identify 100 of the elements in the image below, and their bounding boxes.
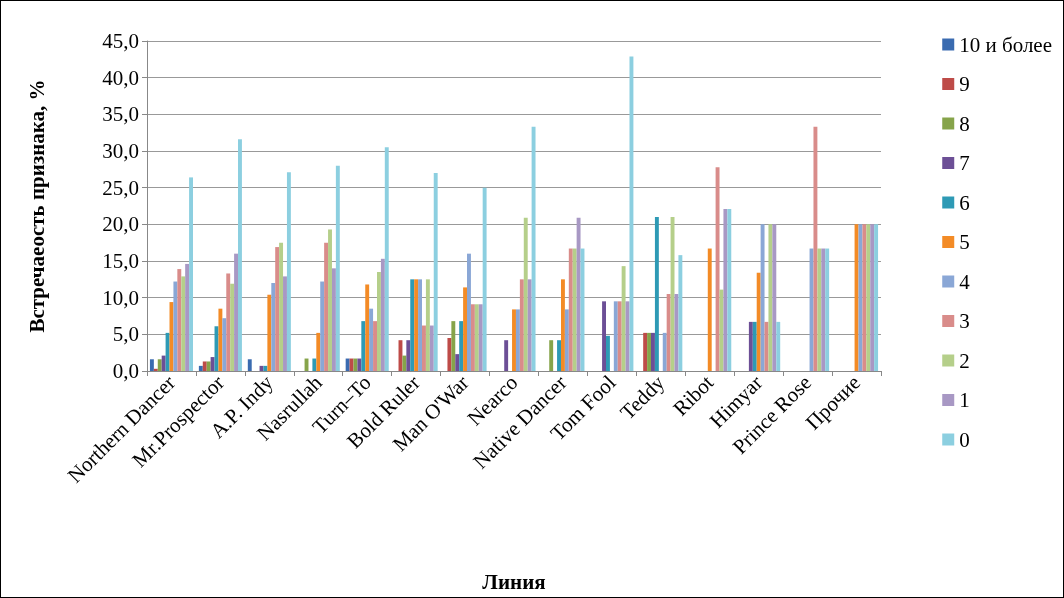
bar — [380, 258, 385, 371]
bar — [455, 354, 460, 371]
bar — [678, 255, 683, 371]
bar — [459, 321, 464, 371]
bar — [369, 308, 374, 371]
legend-label: 7 — [959, 151, 970, 175]
bar — [531, 126, 536, 371]
y-tick-label: 15,0 — [102, 249, 139, 273]
bar — [173, 281, 178, 371]
bar — [198, 365, 203, 371]
legend-label: 6 — [959, 190, 970, 215]
bar — [572, 248, 577, 371]
bar — [230, 283, 235, 371]
bar — [418, 279, 423, 371]
bar — [149, 359, 154, 371]
y-tick-label: 25,0 — [102, 175, 139, 200]
bar — [286, 172, 291, 371]
y-axis-title: Встречаеость признака, % — [24, 79, 49, 333]
bar — [613, 301, 618, 371]
bar — [523, 217, 528, 371]
bar — [654, 217, 659, 371]
y-tick-label: 10,0 — [102, 285, 139, 310]
bar — [662, 332, 667, 371]
bar — [328, 229, 332, 371]
legend-label: 2 — [959, 348, 970, 373]
legend-label: 9 — [959, 72, 970, 96]
bar — [723, 208, 728, 371]
bar — [267, 294, 272, 371]
bar — [715, 167, 720, 371]
bar — [324, 242, 329, 371]
bar — [202, 361, 207, 371]
legend-label: 0 — [959, 427, 970, 452]
bar — [482, 187, 487, 371]
bar — [467, 253, 471, 371]
bar — [621, 266, 626, 371]
bar — [825, 248, 830, 371]
bar — [283, 276, 287, 371]
bar — [478, 304, 483, 371]
bar — [602, 301, 606, 371]
bar — [643, 332, 648, 371]
x-axis-title: Линия — [482, 569, 546, 594]
bar — [617, 301, 622, 371]
bar — [504, 340, 509, 371]
bar — [410, 279, 415, 371]
y-tick-label: 30,0 — [102, 139, 139, 163]
y-tick-label: 5,0 — [112, 322, 139, 347]
bar — [519, 279, 524, 371]
bar — [222, 318, 227, 371]
bar — [312, 358, 317, 371]
legend-label: 8 — [959, 111, 970, 136]
bar — [463, 287, 468, 371]
bar — [605, 335, 610, 371]
y-tick-label: 40,0 — [102, 65, 139, 90]
bar — [422, 325, 426, 371]
bar — [365, 284, 370, 371]
bar — [874, 224, 879, 371]
bar — [474, 304, 479, 371]
bar — [568, 248, 573, 371]
bar — [263, 365, 268, 371]
legend-label: 1 — [959, 388, 970, 412]
bar — [345, 358, 350, 371]
bar — [527, 279, 532, 371]
bar — [357, 358, 362, 371]
legend-label: 4 — [959, 269, 971, 294]
bar — [414, 279, 419, 371]
bar — [862, 224, 867, 371]
bar — [647, 332, 652, 371]
bar — [748, 321, 753, 371]
y-tick-label: 20,0 — [102, 212, 139, 237]
bar — [470, 304, 475, 371]
bar — [406, 340, 411, 371]
bar — [549, 340, 554, 371]
bar — [858, 224, 863, 371]
bar — [226, 273, 231, 371]
bar — [866, 224, 871, 371]
bar — [238, 139, 242, 371]
bar — [181, 276, 186, 371]
bar — [560, 279, 565, 371]
bar — [316, 332, 321, 371]
bar — [433, 173, 438, 371]
bar — [218, 308, 223, 371]
bar — [813, 126, 818, 371]
bar — [564, 309, 569, 371]
legend-label: 3 — [959, 309, 970, 333]
bar — [271, 283, 276, 371]
bar — [206, 361, 211, 371]
bar — [425, 279, 430, 371]
bar — [666, 294, 671, 371]
bar — [515, 309, 520, 371]
bar — [210, 357, 215, 371]
bar — [335, 165, 340, 371]
bar — [157, 359, 162, 371]
bar — [247, 359, 252, 371]
bar — [576, 217, 581, 371]
bar — [279, 242, 284, 371]
bar — [384, 147, 389, 371]
bar — [376, 272, 381, 371]
bar — [776, 321, 781, 371]
bar — [189, 177, 193, 371]
bar — [447, 338, 452, 371]
